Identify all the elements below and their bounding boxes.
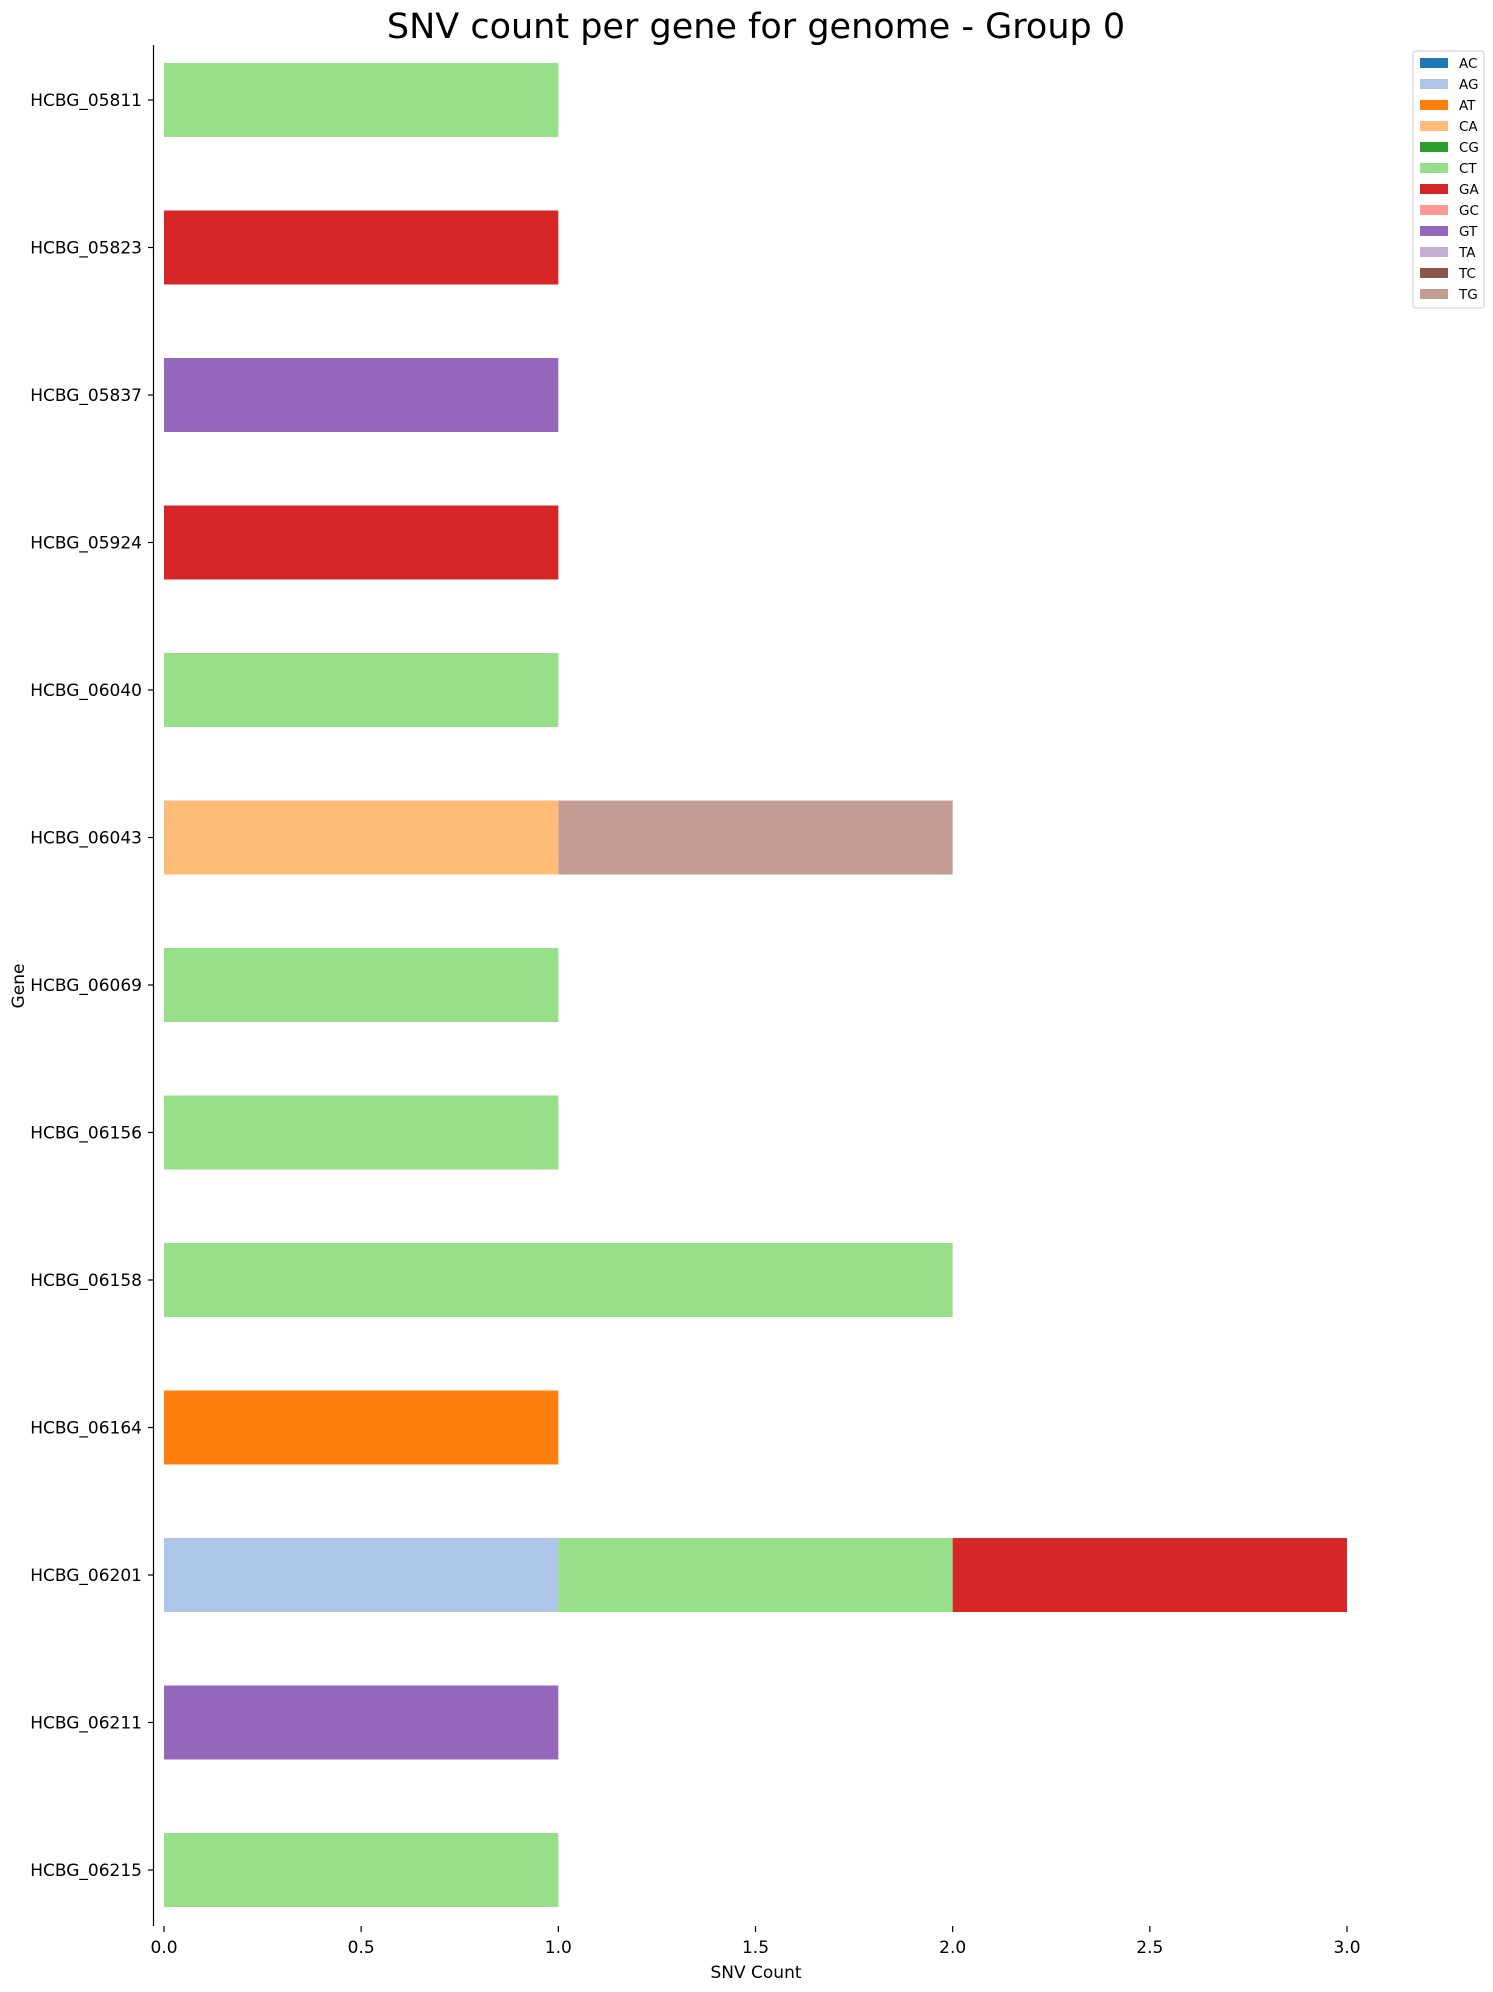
legend-label-AT: AT bbox=[1459, 98, 1476, 114]
y-tick-label: HCBG_06158 bbox=[30, 1271, 142, 1291]
legend-label-CG: CG bbox=[1459, 140, 1479, 156]
legend-swatch-CG bbox=[1420, 142, 1448, 152]
x-tick-label: 1.0 bbox=[545, 1938, 572, 1958]
y-tick-label: HCBG_05811 bbox=[30, 91, 142, 111]
legend-swatch-TA bbox=[1420, 247, 1448, 257]
legend-label-AC: AC bbox=[1459, 56, 1477, 72]
bar-layer bbox=[164, 63, 1347, 1907]
y-axis-label: Gene bbox=[9, 964, 29, 1009]
bar-HCBG_06215-CT bbox=[164, 1833, 559, 1907]
legend-swatch-AG bbox=[1420, 79, 1448, 89]
bar-HCBG_06164-AT bbox=[164, 1390, 559, 1465]
legend-swatch-GC bbox=[1420, 205, 1448, 215]
legend-label-TG: TG bbox=[1458, 287, 1478, 303]
bar-HCBG_06069-CT bbox=[164, 948, 559, 1022]
y-tick-label: HCBG_06156 bbox=[30, 1124, 142, 1144]
y-tick-label: HCBG_05924 bbox=[30, 534, 142, 554]
legend-label-GT: GT bbox=[1459, 224, 1478, 240]
legend-label-CT: CT bbox=[1459, 161, 1477, 177]
bar-HCBG_06211-GT bbox=[164, 1685, 559, 1760]
bar-HCBG_05823-GA bbox=[164, 210, 559, 285]
y-tick-label: HCBG_06211 bbox=[30, 1714, 142, 1734]
x-tick-label: 0.5 bbox=[348, 1938, 375, 1958]
legend-swatch-GA bbox=[1420, 184, 1448, 194]
y-tick-label: HCBG_06201 bbox=[30, 1566, 142, 1586]
bar-HCBG_06040-CT bbox=[164, 653, 559, 727]
legend: AC AG AT CA CG CT GA GC GT TA TC TG bbox=[1412, 50, 1485, 309]
legend-label-GA: GA bbox=[1459, 182, 1479, 198]
x-tick-label: 0.0 bbox=[150, 1938, 177, 1958]
legend-swatch-TG bbox=[1420, 289, 1448, 299]
y-tick-label: HCBG_06215 bbox=[30, 1861, 142, 1881]
y-tick-label: HCBG_06069 bbox=[30, 976, 142, 996]
bar-HCBG_05924-GA bbox=[164, 505, 559, 580]
bar-HCBG_06201-CT bbox=[558, 1538, 953, 1612]
bar-HCBG_05811-CT bbox=[164, 63, 559, 137]
legend-label-AG: AG bbox=[1459, 77, 1478, 93]
legend-label-CA: CA bbox=[1459, 119, 1478, 135]
bar-HCBG_06201-GA bbox=[952, 1538, 1347, 1612]
x-axis-label: SNV Count bbox=[710, 1963, 801, 1983]
y-tick-label: HCBG_05823 bbox=[30, 239, 142, 259]
legend-label-TA: TA bbox=[1458, 245, 1476, 261]
y-tick-label: HCBG_06040 bbox=[30, 681, 142, 701]
chart-title: SNV count per gene for genome - Group 0 bbox=[387, 7, 1125, 47]
bar-HCBG_06043-TG bbox=[558, 800, 953, 875]
legend-swatch-TC bbox=[1420, 268, 1448, 278]
y-tick-label: HCBG_05837 bbox=[30, 386, 142, 406]
y-tick-layer: HCBG_05811 HCBG_05823 HCBG_05837 HCBG_05924… bbox=[30, 91, 154, 1881]
legend-swatch-CA bbox=[1420, 121, 1448, 131]
legend-label-TC: TC bbox=[1458, 266, 1476, 282]
bar-HCBG_06158-CT bbox=[164, 1243, 953, 1317]
legend-swatch-GT bbox=[1420, 226, 1448, 236]
legend-frame bbox=[1412, 50, 1485, 309]
x-tick-layer: 0.0 0.5 1.0 1.5 2.0 2.5 3.0 bbox=[150, 1926, 1361, 1958]
legend-swatch-AC bbox=[1420, 58, 1448, 68]
bar-HCBG_06043-CA bbox=[164, 800, 559, 875]
bar-HCBG_05837-GT bbox=[164, 358, 559, 432]
x-tick-label: 2.5 bbox=[1136, 1938, 1163, 1958]
y-tick-label: HCBG_06164 bbox=[30, 1419, 142, 1439]
bar-HCBG_06201-AG bbox=[164, 1538, 559, 1612]
legend-label-GC: GC bbox=[1459, 203, 1479, 219]
x-tick-label: 2.0 bbox=[939, 1938, 966, 1958]
x-tick-label: 3.0 bbox=[1333, 1938, 1360, 1958]
legend-swatch-CT bbox=[1420, 163, 1448, 173]
legend-swatch-AT bbox=[1420, 100, 1448, 110]
y-tick-label: HCBG_06043 bbox=[30, 829, 142, 849]
x-tick-label: 1.5 bbox=[742, 1938, 769, 1958]
bar-HCBG_06156-CT bbox=[164, 1095, 559, 1170]
